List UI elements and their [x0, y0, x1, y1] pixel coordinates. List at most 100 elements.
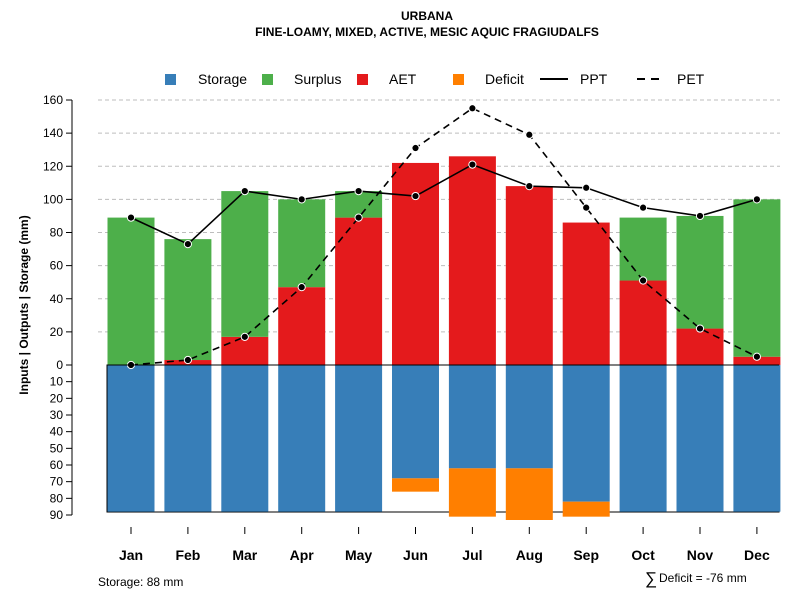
deficit-bar — [448, 468, 496, 517]
x-tick-label: Jan — [119, 547, 143, 563]
storage-bar — [392, 365, 439, 479]
y-tick-label: 160 — [43, 93, 63, 107]
x-tick-label: May — [345, 547, 372, 563]
legend-swatch-aet — [357, 74, 368, 85]
pet-point — [639, 276, 648, 285]
deficit-bar — [505, 468, 553, 520]
ppt-point — [695, 211, 705, 221]
legend-label-storage: Storage — [198, 71, 247, 87]
storage-bar — [448, 365, 496, 469]
x-tick-label: Dec — [744, 547, 770, 563]
ppt-point — [411, 191, 420, 201]
aet-bar — [505, 186, 553, 365]
legend-swatch-deficit — [453, 74, 464, 85]
y-tick-label: 140 — [43, 126, 63, 140]
x-tick-label: Jun — [403, 547, 428, 563]
x-tick-label: Mar — [232, 547, 257, 563]
storage-bar — [619, 365, 667, 512]
ppt-point — [183, 239, 192, 249]
y-tick-label: 90 — [50, 508, 64, 522]
pet-point — [525, 130, 534, 139]
legend-label-pet: PET — [677, 71, 705, 87]
storage-bar — [107, 365, 155, 512]
aet-bar — [278, 287, 326, 365]
x-tick-label: Oct — [631, 547, 655, 563]
pet-point — [695, 324, 705, 333]
ppt-point — [126, 213, 136, 222]
pet-point — [354, 213, 363, 222]
legend-label-ppt: PPT — [580, 71, 608, 87]
y-tick-label: 20 — [50, 391, 64, 405]
legend-label-surplus: Surplus — [294, 71, 341, 87]
ppt-point — [297, 195, 306, 204]
ppt-point — [354, 186, 363, 196]
y-tick-label: 40 — [50, 292, 64, 306]
bars — [106, 156, 781, 520]
pet-point — [297, 283, 306, 292]
y-tick-label: 80 — [50, 226, 64, 240]
pet-point — [183, 355, 192, 365]
y-tick-label: 60 — [50, 259, 64, 273]
y-tick-label: 100 — [43, 192, 63, 206]
legend-swatch-surplus — [262, 74, 273, 85]
x-tick-label: Feb — [175, 547, 200, 563]
y-tick-label: 10 — [50, 375, 64, 389]
ppt-point — [240, 186, 249, 196]
deficit-note: Deficit = -76 mm — [659, 571, 747, 585]
x-tick-label: Nov — [687, 547, 714, 563]
ppt-point — [468, 160, 477, 169]
deficit-bar — [562, 501, 610, 517]
y-tick-label: 0 — [56, 358, 63, 372]
chart-subtitle: FINE-LOAMY, MIXED, ACTIVE, MESIC AQUIC F… — [255, 25, 599, 39]
aet-bar — [448, 156, 496, 365]
lines — [126, 104, 762, 370]
y-tick-label: 40 — [50, 425, 64, 439]
x-tick-label: Jul — [462, 547, 482, 563]
ppt-point — [525, 182, 534, 191]
surplus-bar — [107, 217, 155, 365]
storage-bar — [164, 365, 212, 512]
aet-bar — [335, 217, 383, 365]
y-tick-label: 30 — [50, 408, 64, 422]
y-tick-label: 80 — [50, 491, 64, 505]
legend-label-aet: AET — [389, 71, 417, 87]
surplus-bar — [221, 191, 269, 337]
surplus-bar — [619, 217, 667, 281]
aet-bar — [221, 336, 269, 365]
storage-bar — [335, 365, 383, 512]
sigma-symbol: ∑ — [645, 569, 657, 588]
surplus-bar — [164, 239, 212, 361]
axes: 160 140 120 100 80 60 40 20 0 10 20 30 40 50 60 70 80 90 J… — [43, 93, 779, 563]
deficit-bar — [392, 478, 439, 492]
storage-bar — [562, 365, 610, 502]
pet-point — [240, 332, 249, 341]
storage-bar — [221, 365, 269, 512]
x-tick-label: Aug — [516, 547, 543, 563]
storage-bar — [278, 365, 326, 512]
legend-swatch-storage — [165, 74, 176, 85]
surplus-bar — [733, 199, 781, 357]
storage-bar — [676, 365, 724, 512]
y-tick-label: 120 — [43, 159, 63, 173]
chart-title: URBANA — [401, 9, 453, 23]
surplus-bar — [278, 199, 326, 288]
y-tick-label: 20 — [50, 325, 64, 339]
legend-label-deficit: Deficit — [485, 71, 524, 87]
surplus-bar — [676, 215, 724, 329]
ppt-line — [130, 163, 758, 246]
storage-bar — [733, 365, 781, 512]
pet-line — [130, 107, 758, 366]
storage-bar — [505, 365, 553, 469]
aet-bar — [733, 356, 781, 365]
pet-point — [411, 143, 420, 153]
x-tick-label: Sep — [573, 547, 599, 563]
y-tick-label: 50 — [50, 441, 64, 455]
y-axis-label: Inputs | Outputs | Storage (mm) — [17, 215, 31, 394]
aet-bar — [562, 222, 610, 365]
aet-bar — [676, 328, 724, 365]
ppt-point — [582, 183, 591, 192]
x-tick-label: Apr — [290, 547, 315, 563]
y-tick-label: 70 — [50, 475, 64, 489]
pet-point — [582, 203, 591, 212]
